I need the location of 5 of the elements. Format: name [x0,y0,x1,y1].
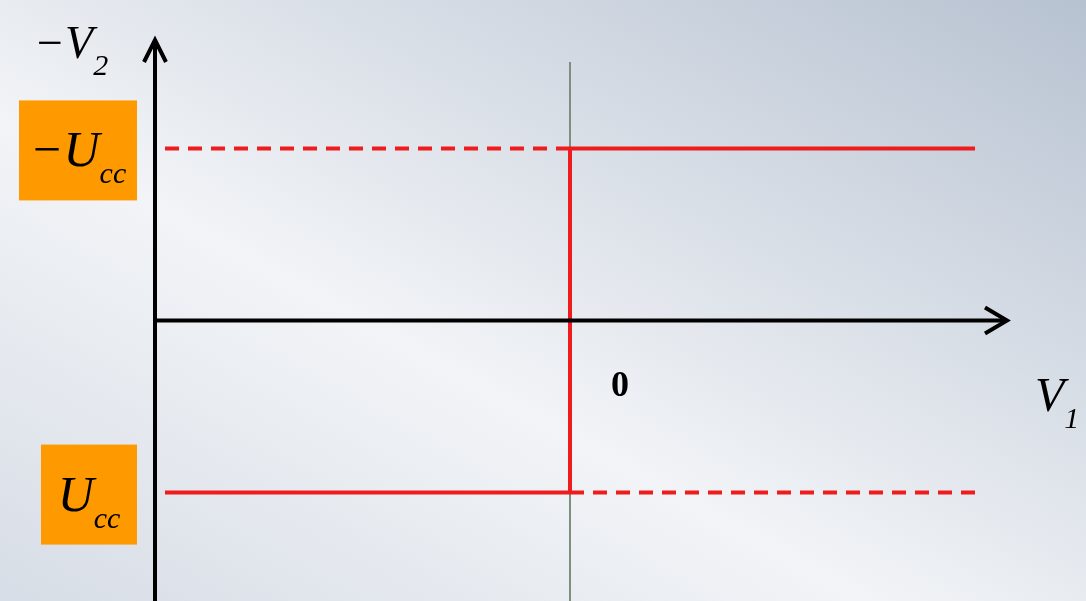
x-axis-title: V$_{1}$ [1035,367,1080,433]
text: 0 [611,363,629,404]
text: U$_{cc}$ [57,465,121,534]
y-axis-title: −V$_{2}$ [34,17,109,81]
text: −U$_{cc}$ [29,121,127,189]
